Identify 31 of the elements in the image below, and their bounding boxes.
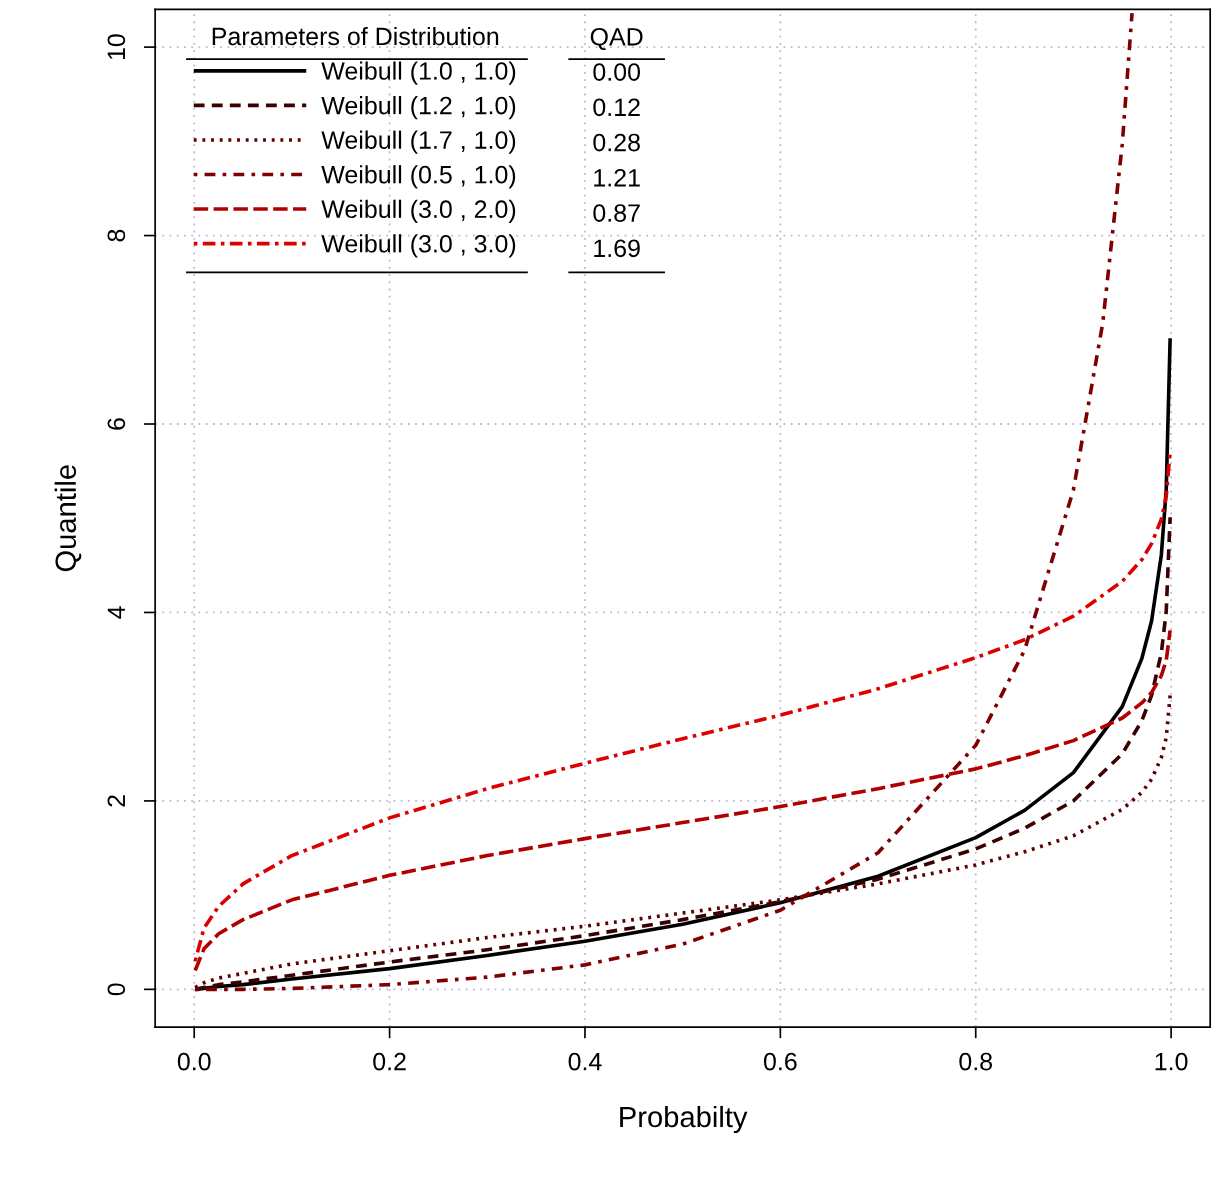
annotation: 0.87 bbox=[593, 204, 640, 222]
y-axis-title: Quantile bbox=[54, 465, 82, 572]
annotation: 0.00 bbox=[593, 63, 641, 81]
y-tick-label: 0 bbox=[107, 983, 126, 996]
line-series bbox=[193, 693, 1172, 990]
annotation: QAD bbox=[590, 27, 643, 51]
x-tick-label: 1.0 bbox=[1155, 1052, 1188, 1071]
line-series bbox=[193, 11, 1134, 992]
legend-label: Weibull (0.5 , 1.0) bbox=[321, 165, 516, 189]
annotation: 1.21 bbox=[594, 168, 640, 187]
legend-label: Weibull (3.0 , 2.0) bbox=[321, 199, 516, 223]
legend-label: Weibull (3.0 , 3.0) bbox=[321, 234, 516, 258]
x-axis-title: Probabilty bbox=[620, 1105, 748, 1134]
legend-label: Weibull (1.2 , 1.0) bbox=[321, 96, 516, 120]
annotation: 0.28 bbox=[593, 133, 640, 152]
legend-title: Parameters of Distribution bbox=[212, 26, 499, 46]
y-tick-label: 4 bbox=[107, 606, 125, 619]
x-tick-label: 0.4 bbox=[568, 1052, 602, 1071]
y-tick-label: 10 bbox=[107, 34, 126, 60]
x-tick-label: 0.8 bbox=[959, 1052, 993, 1071]
y-tick-label: 6 bbox=[107, 418, 126, 430]
annotation: 1.69 bbox=[594, 239, 640, 258]
y-tick-label: 8 bbox=[107, 229, 126, 242]
line-series bbox=[193, 628, 1172, 973]
legend-label: Weibull (1.0 , 1.0) bbox=[321, 61, 516, 85]
annotation: 0.12 bbox=[593, 98, 640, 117]
x-tick-label: 0.2 bbox=[373, 1052, 406, 1071]
x-tick-label: 0.6 bbox=[763, 1052, 797, 1071]
legend-label: Weibull (1.7 , 1.0) bbox=[321, 130, 516, 154]
y-tick-label: 2 bbox=[107, 795, 125, 807]
x-tick-label: 0.0 bbox=[177, 1052, 211, 1071]
